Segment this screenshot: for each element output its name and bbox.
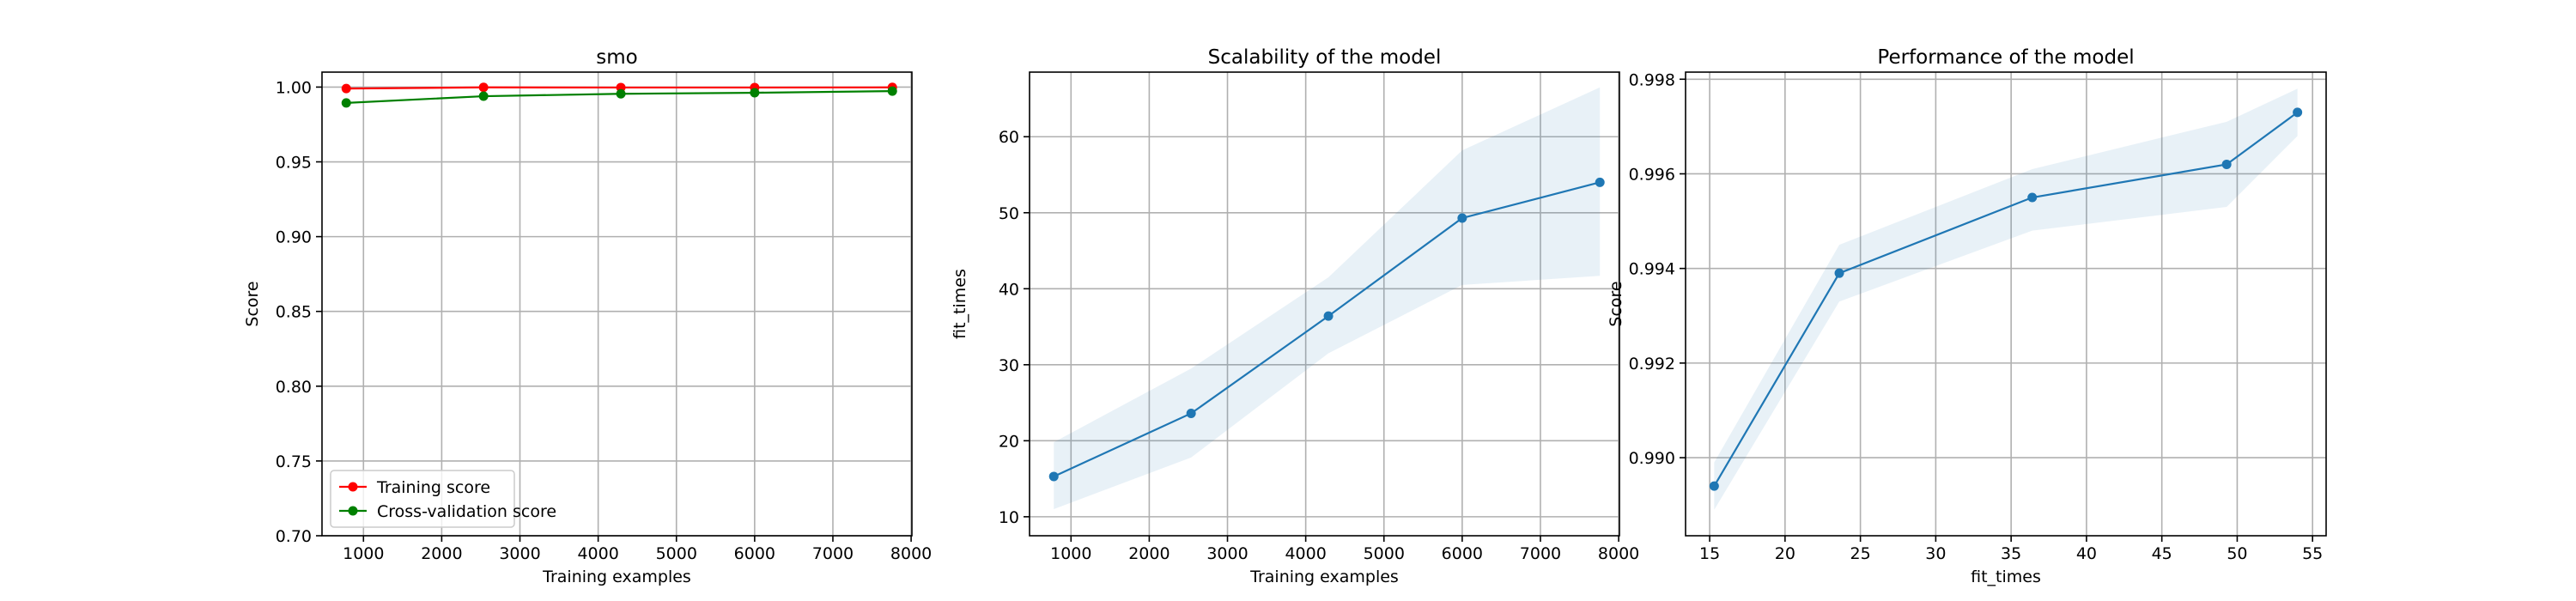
- x-tick-label: 1000: [1050, 544, 1091, 563]
- series-1-point: [1709, 481, 1719, 491]
- series-2-point: [750, 88, 760, 98]
- x-tick-label: 7000: [812, 544, 854, 563]
- x-tick-label: 5000: [656, 544, 697, 563]
- legend: [330, 470, 515, 528]
- x-tick-label: 20: [1775, 544, 1795, 563]
- y-tick-label: 0.992: [1629, 355, 1675, 373]
- series-1-point: [2027, 192, 2038, 203]
- x-axis-label: fit_times: [1971, 568, 2041, 586]
- y-tick-label: 40: [999, 280, 1019, 299]
- legend-marker: [348, 506, 358, 516]
- y-tick-label: 0.80: [276, 378, 312, 397]
- x-tick-label: 4000: [1285, 544, 1326, 563]
- series-2-point: [616, 88, 626, 99]
- y-tick-label: 20: [999, 432, 1019, 451]
- x-tick-label: 4000: [577, 544, 618, 563]
- series-2-point: [478, 91, 489, 101]
- legend-label: Training score: [376, 478, 490, 497]
- chart-title: Scalability of the model: [1208, 46, 1442, 69]
- x-axis-label: Training examples: [542, 568, 691, 586]
- y-tick-label: 0.95: [276, 154, 312, 173]
- x-tick-label: 50: [2227, 544, 2247, 563]
- y-tick-label: 1.00: [276, 78, 312, 97]
- x-tick-label: 6000: [1442, 544, 1483, 563]
- y-tick-label: 60: [999, 128, 1019, 147]
- series-1-point: [1323, 311, 1334, 321]
- x-tick-label: 6000: [734, 544, 775, 563]
- y-tick-label: 0.85: [276, 303, 312, 322]
- y-tick-label: 0.998: [1629, 70, 1675, 89]
- series-1-point: [2221, 159, 2232, 169]
- x-tick-label: 5000: [1364, 544, 1405, 563]
- series-1-point: [2293, 107, 2303, 118]
- y-tick-label: 0.990: [1629, 449, 1675, 468]
- series-1-point: [1186, 408, 1196, 418]
- y-axis-label: Score: [1607, 281, 1625, 326]
- y-tick-label: 0.75: [276, 452, 312, 471]
- series-2-point: [887, 86, 897, 96]
- chart-panel-2: 1000 2000 3000 4000 5000 6000 7000 8000 10 20 30 40…: [951, 46, 1639, 586]
- series-1-point: [478, 82, 489, 93]
- chart-panel-1: 1000 2000 3000 4000 5000 6000 7000 8000 0.70 0.75…: [243, 46, 932, 586]
- series-1-point: [1595, 177, 1605, 187]
- axes-frame: [1029, 71, 1620, 537]
- x-tick-label: 45: [2152, 544, 2172, 563]
- x-tick-label: 25: [1850, 544, 1871, 563]
- y-tick-label: 0.996: [1629, 165, 1675, 184]
- y-axis-label: Score: [243, 281, 262, 326]
- series-1-point: [1834, 268, 1844, 278]
- legend-label: Cross-validation score: [377, 502, 556, 521]
- x-tick-label: 1000: [343, 544, 384, 563]
- y-tick-label: 30: [999, 356, 1019, 375]
- x-tick-label: 3000: [499, 544, 540, 563]
- x-tick-label: 30: [1925, 544, 1946, 563]
- x-tick-label: 2000: [421, 544, 462, 563]
- x-tick-label: 3000: [1206, 544, 1248, 563]
- x-tick-label: 55: [2302, 544, 2323, 563]
- chart-title: Performance of the model: [1877, 46, 2134, 69]
- chart-panel-3: 15 20 25 30 35 40 45 50 55 0.990 0.992 0.994 0.996 0.…: [1607, 46, 2327, 586]
- x-tick-label: 40: [2076, 544, 2097, 563]
- legend-marker: [348, 482, 358, 492]
- series-1-point: [341, 83, 351, 94]
- x-axis-label: Training examples: [1249, 568, 1399, 586]
- x-tick-label: 15: [1699, 544, 1720, 563]
- y-tick-label: 10: [999, 508, 1019, 527]
- series-1-point: [1457, 213, 1467, 223]
- series-1-band: [1714, 88, 2298, 510]
- y-tick-label: 0.90: [276, 228, 312, 247]
- axes-frame: [321, 71, 913, 537]
- series-2-point: [341, 98, 351, 108]
- axes-frame: [1685, 71, 2327, 537]
- chart-title: smo: [596, 46, 637, 69]
- x-tick-label: 7000: [1520, 544, 1561, 563]
- x-tick-label: 8000: [1598, 544, 1639, 563]
- y-tick-label: 0.70: [276, 527, 312, 546]
- y-axis-label: fit_times: [951, 269, 969, 339]
- x-tick-label: 35: [2001, 544, 2021, 563]
- series-1-point: [1048, 471, 1059, 482]
- x-tick-label: 2000: [1128, 544, 1170, 563]
- y-tick-label: 0.994: [1629, 260, 1675, 279]
- x-tick-label: 8000: [890, 544, 932, 563]
- y-tick-label: 50: [999, 204, 1019, 223]
- series-1-band: [1054, 87, 1601, 510]
